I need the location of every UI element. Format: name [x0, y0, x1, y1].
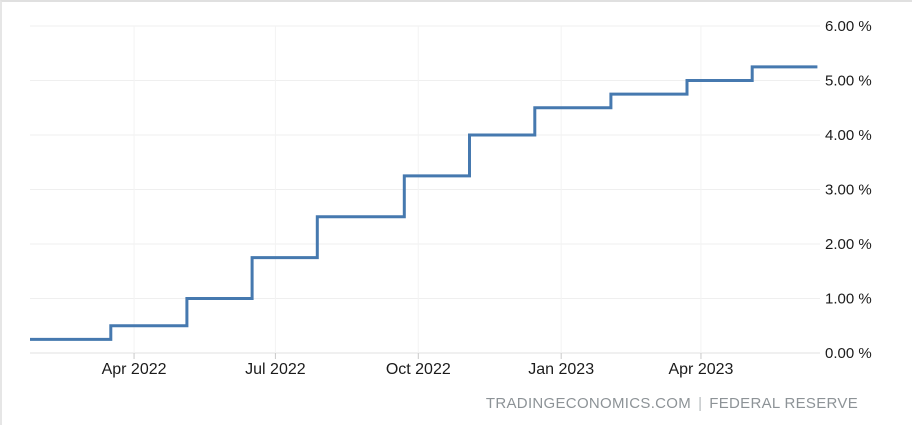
- y-axis-label: 4.00 %: [825, 127, 872, 144]
- x-axis-label: Jan 2023: [528, 361, 594, 378]
- x-axis-label: Jul 2022: [245, 361, 306, 378]
- attribution: TRADINGECONOMICS.COM | FEDERAL RESERVE: [486, 395, 858, 412]
- attribution-separator: |: [698, 395, 703, 412]
- x-axis-label: Apr 2022: [102, 361, 167, 378]
- x-axis-label: Oct 2022: [386, 361, 451, 378]
- y-axis-label: 2.00 %: [825, 236, 872, 253]
- y-axis-label: 1.00 %: [825, 291, 872, 308]
- x-axis-label: Apr 2023: [668, 361, 733, 378]
- y-axis-label: 3.00 %: [825, 182, 872, 199]
- attribution-source: FEDERAL RESERVE: [709, 395, 858, 412]
- y-axis-label: 0.00 %: [825, 345, 872, 362]
- y-axis-label: 5.00 %: [825, 73, 872, 90]
- series-line[interactable]: [30, 65, 818, 341]
- y-axis-label: 6.00 %: [825, 18, 872, 35]
- step-line-plot: 0.00 % 1.00 % 2.00 % 3.00 % 4.00 % 5.00 % 6.00…: [30, 18, 872, 378]
- attribution-site: TRADINGECONOMICS.COM: [485, 395, 692, 412]
